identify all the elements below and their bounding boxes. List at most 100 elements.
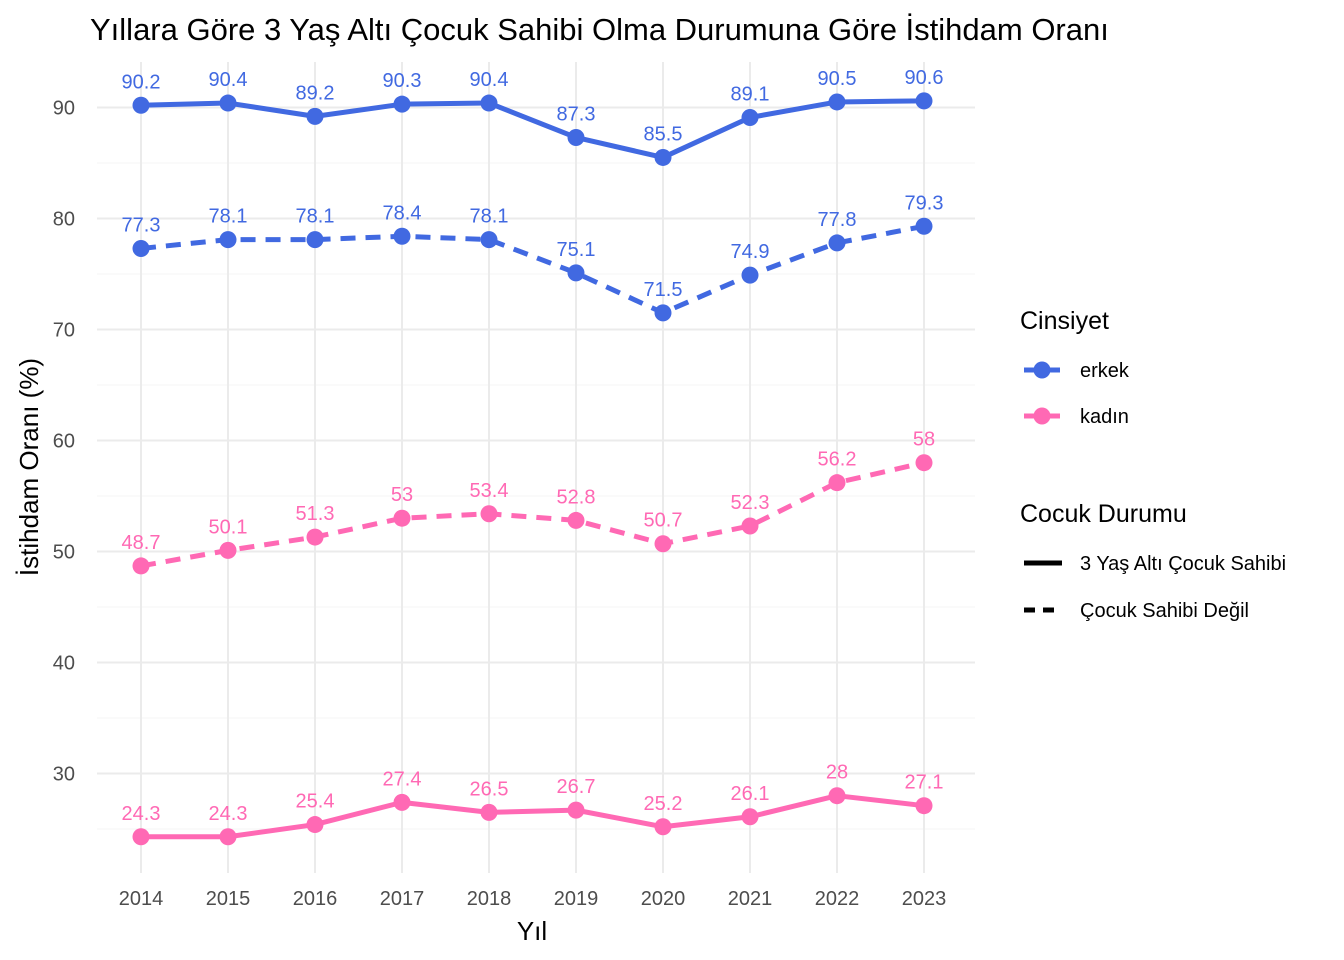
data-point: [393, 95, 411, 113]
data-point: [654, 535, 672, 553]
data-point: [741, 108, 759, 126]
data-label: 50.1: [209, 516, 248, 538]
data-label: 90.6: [905, 67, 944, 89]
data-point: [567, 511, 585, 529]
data-point: [219, 231, 237, 249]
data-label: 26.1: [731, 783, 770, 805]
data-label: 74.9: [731, 241, 770, 263]
data-point: [132, 557, 150, 575]
x-tick-label: 2020: [641, 888, 686, 910]
data-label: 90.2: [122, 71, 161, 93]
data-label: 90.4: [209, 69, 248, 91]
data-label: 26.5: [470, 778, 509, 800]
data-point: [480, 94, 498, 112]
legend-item-erkek: erkek: [1024, 360, 1130, 382]
data-label: 75.1: [557, 239, 596, 261]
data-label: 78.4: [383, 202, 422, 224]
data-point: [132, 239, 150, 257]
data-label: 77.3: [122, 214, 161, 236]
series-erkek-solid: 90.2 90.4 89.2 90.3 90.4 87.3 85.5 89.1 90.5 90.6: [122, 67, 944, 166]
data-point: [480, 231, 498, 249]
data-point: [480, 505, 498, 523]
data-point: [741, 266, 759, 284]
data-label: 58: [913, 429, 935, 451]
data-point: [741, 517, 759, 535]
data-label: 89.1: [731, 83, 770, 105]
data-point: [915, 454, 933, 472]
data-label: 90.4: [470, 69, 509, 91]
data-label: 78.1: [209, 206, 248, 228]
data-label: 77.8: [818, 209, 857, 231]
legend-items: erkek kadın 3 Yaş Altı Çocuk Sahibi Çocuk S…: [1024, 360, 1286, 622]
x-tick-label: 2014: [119, 888, 164, 910]
legend-item-label: 3 Yaş Altı Çocuk Sahibi: [1080, 553, 1286, 575]
legend-item-linetype: Çocuk Sahibi Değil: [1024, 600, 1249, 622]
series-kadın-dashed: 48.7 50.1 51.3 53 53.4 52.8 50.7 52.3 56.2 58: [122, 429, 935, 575]
series-line: [140, 223, 925, 316]
y-tick-label: 80: [53, 209, 75, 231]
chart-title: Yıllara Göre 3 Yaş Altı Çocuk Sahibi Olm…: [90, 12, 1109, 47]
data-label: 53.4: [470, 480, 509, 502]
data-point: [654, 818, 672, 836]
data-label: 25.2: [644, 793, 683, 815]
y-tick-label: 40: [53, 653, 75, 675]
data-point: [654, 304, 672, 322]
x-tick-label: 2018: [467, 888, 512, 910]
data-label: 52.3: [731, 492, 770, 514]
x-axis-title: Yıl: [517, 916, 547, 946]
legend-item-linetype: 3 Yaş Altı Çocuk Sahibi: [1024, 553, 1286, 575]
data-point: [915, 797, 933, 815]
data-label: 48.7: [122, 532, 161, 554]
series-erkek-dashed: 77.3 78.1 78.1 78.4 78.1 75.1 71.5 74.9 77.8 79.3: [122, 192, 944, 322]
data-label: 78.1: [470, 206, 509, 228]
data-label: 26.7: [557, 776, 596, 798]
legend-item-label: erkek: [1080, 360, 1130, 382]
data-label: 25.4: [296, 791, 335, 813]
y-axis-title: İstihdam Oranı (%): [14, 358, 44, 576]
grid: [97, 62, 975, 873]
data-point: [306, 528, 324, 546]
legend-item-label: Çocuk Sahibi Değil: [1080, 600, 1249, 622]
data-label: 51.3: [296, 503, 335, 525]
data-point: [915, 217, 933, 235]
legend-key-point: [1033, 361, 1051, 379]
data-point: [393, 227, 411, 245]
data-point: [219, 541, 237, 559]
legend: Cinsiyet Cocuk Durumu erkek kadın 3 Yaş Al…: [1020, 307, 1286, 622]
x-tick-label: 2019: [554, 888, 599, 910]
x-tick-label: 2021: [728, 888, 773, 910]
series-line: [141, 793, 925, 840]
data-point: [480, 803, 498, 821]
data-point: [219, 94, 237, 112]
data-point: [567, 264, 585, 282]
data-label: 89.2: [296, 82, 335, 104]
legend-item-kadın: kadın: [1024, 406, 1129, 428]
data-point: [132, 828, 150, 846]
x-tick-label: 2015: [206, 888, 251, 910]
data-point: [915, 92, 933, 110]
data-point: [828, 93, 846, 111]
data-point: [393, 793, 411, 811]
data-point: [654, 148, 672, 166]
data-label: 56.2: [818, 449, 857, 471]
y-tick-label: 50: [53, 542, 75, 564]
data-point: [219, 828, 237, 846]
data-label: 52.8: [557, 486, 596, 508]
y-tick-label: 60: [53, 431, 75, 453]
series-line: [140, 98, 925, 160]
data-label: 50.7: [644, 510, 683, 532]
data-point: [567, 128, 585, 146]
data-point: [741, 808, 759, 826]
data-point: [306, 107, 324, 125]
data-label: 28: [826, 762, 848, 784]
series-line: [140, 460, 925, 569]
y-tick-label: 90: [53, 98, 75, 120]
data-point: [828, 787, 846, 805]
data-label: 24.3: [122, 803, 161, 825]
x-tick-label: 2023: [902, 888, 947, 910]
data-point: [567, 801, 585, 819]
data-point: [306, 816, 324, 834]
data-label: 79.3: [905, 192, 944, 214]
x-tick-label: 2016: [293, 888, 338, 910]
